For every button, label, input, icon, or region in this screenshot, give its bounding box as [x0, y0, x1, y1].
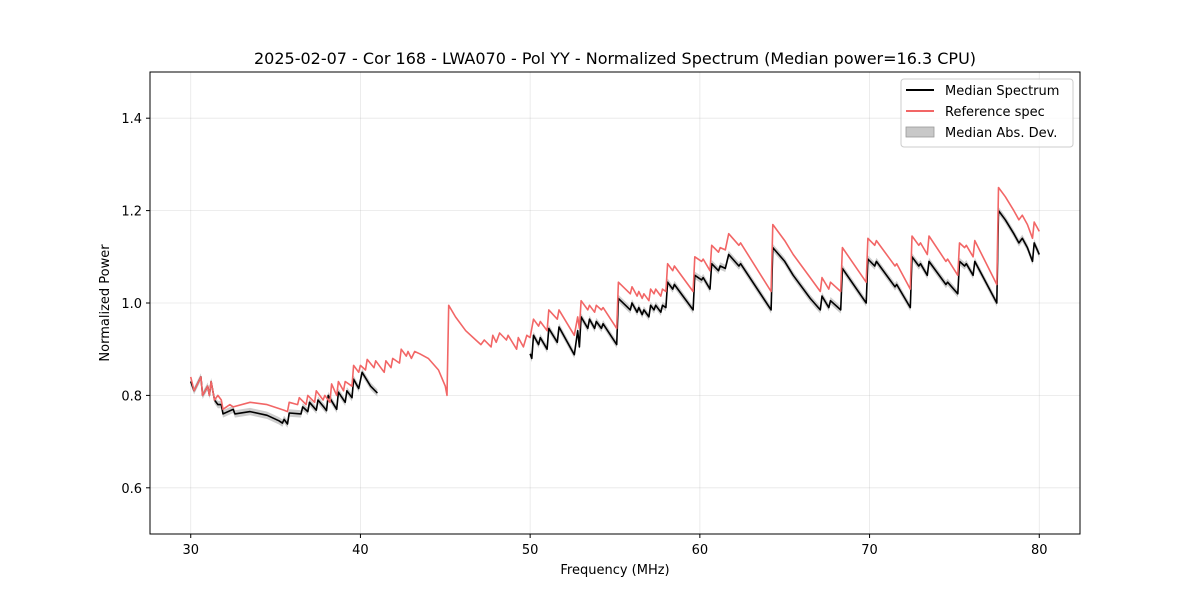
x-axis-ticks: 30 40 50 60 70 80	[182, 534, 1048, 558]
y-tick-label-2: 1.0	[121, 297, 142, 312]
x-axis-label: Frequency (MHz)	[560, 563, 669, 578]
y-tick-label-1: 0.8	[121, 389, 142, 404]
legend-frame	[900, 78, 1074, 148]
legend-label-mad: Median Abs. Dev.	[945, 126, 1057, 141]
x-tick-label-4: 70	[861, 543, 878, 558]
legend-label-median: Median Spectrum	[945, 84, 1059, 99]
x-tick-label-3: 60	[692, 543, 709, 558]
x-tick-label-2: 50	[522, 543, 539, 558]
median-spectrum-line-segment-1	[529, 209, 1041, 360]
y-tick-label-0: 0.6	[121, 482, 142, 497]
x-tick-label-5: 80	[1031, 543, 1048, 558]
plot-area	[189, 186, 1041, 428]
y-tick-label-3: 1.2	[121, 205, 142, 220]
x-tick-label-1: 40	[352, 543, 369, 558]
y-axis-label: Normalized Power	[98, 244, 113, 362]
y-axis-ticks: 0.6 0.8 1.0 1.2 1.4	[121, 112, 150, 497]
legend: Median Spectrum Reference spec Median Ab…	[900, 78, 1074, 148]
reference-spectrum-layer	[189, 186, 1041, 413]
x-tick-label-0: 30	[182, 543, 199, 558]
legend-swatch-mad	[905, 126, 935, 138]
chart-title: 2025-02-07 - Cor 168 - LWA070 - Pol YY -…	[254, 49, 976, 68]
y-tick-label-4: 1.4	[121, 112, 142, 127]
reference-spectrum-line-segment-0	[189, 186, 1041, 413]
legend-label-reference: Reference spec	[945, 105, 1045, 120]
